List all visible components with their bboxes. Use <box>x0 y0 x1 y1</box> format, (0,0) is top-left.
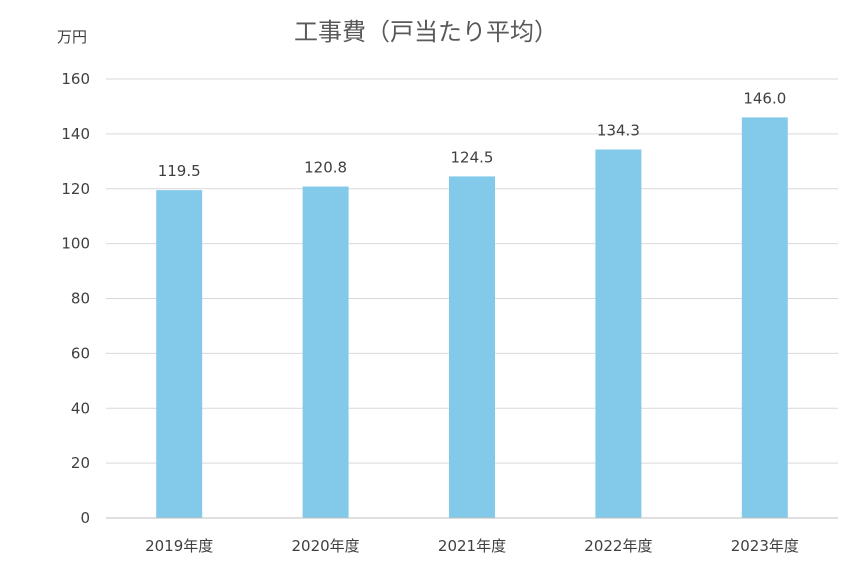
y-tick-label: 160 <box>61 70 90 88</box>
x-tick-label: 2021年度 <box>438 537 506 555</box>
y-tick-label: 100 <box>61 235 90 253</box>
y-tick-label: 0 <box>80 509 90 527</box>
bar <box>156 190 203 518</box>
y-tick-label: 40 <box>71 399 90 417</box>
chart-title: 工事費（戸当たり平均） <box>294 18 558 46</box>
y-tick-label: 20 <box>71 454 90 472</box>
x-tick-label: 2022年度 <box>584 537 652 555</box>
x-tick-label: 2020年度 <box>292 537 360 555</box>
x-tick-label: 2023年度 <box>731 537 799 555</box>
y-tick-label: 120 <box>61 180 90 198</box>
data-labels: 119.5 120.8 124.5 134.3 146.0 <box>158 89 787 180</box>
data-label: 146.0 <box>743 89 786 107</box>
data-label: 120.8 <box>304 159 347 177</box>
y-axis-unit-label: 万円 <box>57 28 87 46</box>
bar <box>449 176 495 518</box>
data-label: 134.3 <box>597 122 640 140</box>
y-tick-label: 140 <box>61 125 90 143</box>
data-label: 124.5 <box>451 148 494 166</box>
x-axis-labels: 2019年度 2020年度 2021年度 2022年度 2023年度 <box>145 537 799 555</box>
bars <box>156 117 788 518</box>
bar <box>595 149 642 518</box>
x-tick-label: 2019年度 <box>145 537 213 555</box>
data-label: 119.5 <box>158 162 201 180</box>
bar <box>302 186 349 518</box>
y-tick-label: 80 <box>71 290 90 308</box>
bar <box>741 117 788 518</box>
y-tick-label: 60 <box>71 344 90 362</box>
y-axis-ticks: 0 20 40 60 80 100 120 140 160 <box>61 70 90 527</box>
